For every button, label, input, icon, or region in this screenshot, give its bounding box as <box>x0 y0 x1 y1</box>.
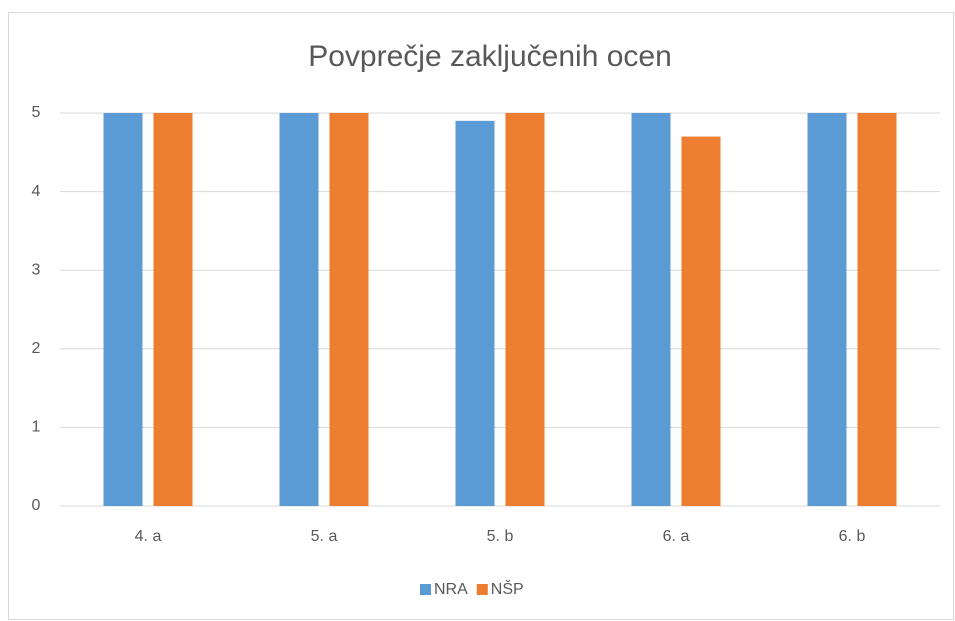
bar <box>103 113 143 506</box>
y-tick-label: 5 <box>32 104 41 121</box>
bar <box>455 120 495 507</box>
bar <box>681 136 721 506</box>
bar <box>857 113 897 506</box>
bar <box>329 113 369 506</box>
x-tick-label: 4. a <box>135 528 162 545</box>
x-tick-label: 6. a <box>663 528 690 545</box>
bar <box>153 113 193 506</box>
chart-title: Povprečje zaključenih ocen <box>308 40 672 73</box>
y-tick-label: 3 <box>32 261 41 278</box>
bar <box>631 113 671 506</box>
legend-swatch <box>420 584 431 595</box>
y-tick-label: 1 <box>32 419 41 436</box>
bar <box>807 113 847 506</box>
x-tick-label: 5. b <box>487 528 514 545</box>
y-tick-label: 4 <box>32 183 41 200</box>
legend-swatch <box>476 584 488 595</box>
bar <box>279 113 319 506</box>
x-tick-label: 5. a <box>311 528 338 545</box>
bar <box>505 113 545 506</box>
legend-label: NRA <box>434 581 468 598</box>
y-tick-label: 0 <box>32 497 41 514</box>
y-tick-label: 2 <box>32 340 41 357</box>
legend-label: NŠP <box>491 579 524 598</box>
x-tick-label: 6. b <box>839 528 866 545</box>
